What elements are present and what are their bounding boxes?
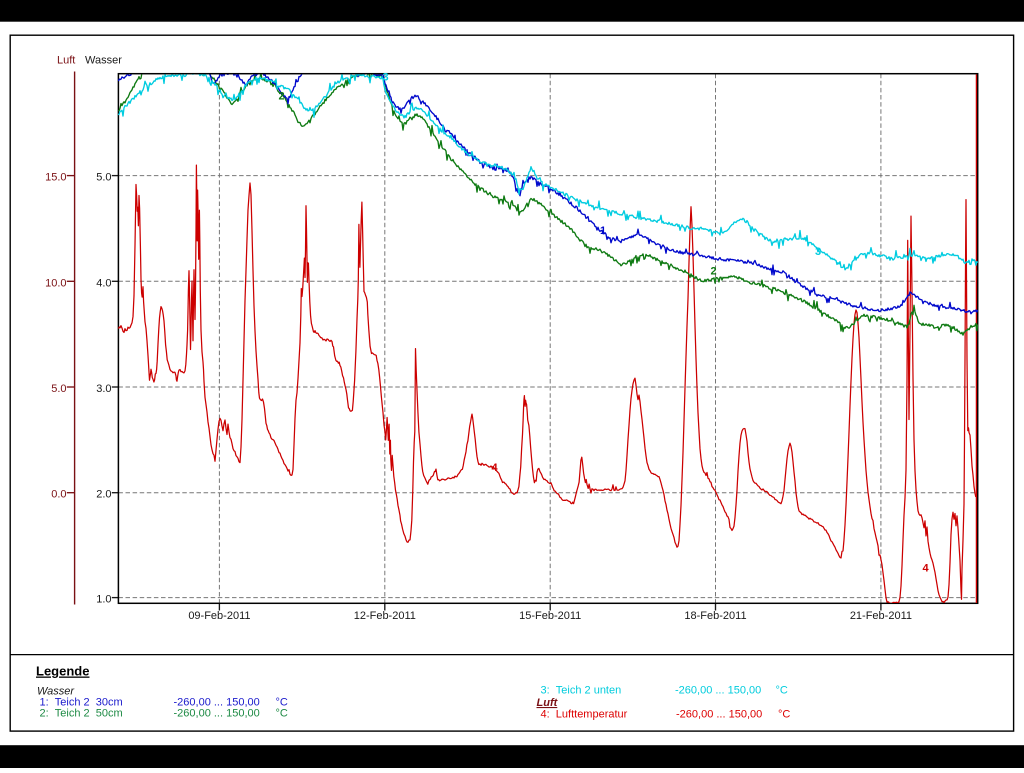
- svg-text:2.0: 2.0: [96, 489, 111, 501]
- svg-text:3: Teich 2 unten: 3: Teich 2 unten: [541, 685, 622, 697]
- svg-text:-260,00 ... 150,00: -260,00 ... 150,00: [675, 685, 761, 697]
- svg-text:4.0: 4.0: [96, 277, 111, 289]
- svg-text:°C: °C: [276, 697, 288, 709]
- svg-text:21-Feb-2011: 21-Feb-2011: [850, 610, 912, 622]
- svg-text:Wasser: Wasser: [37, 686, 75, 698]
- svg-text:10.0: 10.0: [45, 277, 66, 289]
- svg-text:15.0: 15.0: [45, 172, 66, 184]
- svg-text:°C: °C: [276, 708, 288, 720]
- svg-text:4: Lufttemperatur: 4: Lufttemperatur: [541, 709, 628, 721]
- svg-text:2: 2: [279, 91, 285, 103]
- svg-text:0.0: 0.0: [51, 489, 66, 501]
- svg-text:Luft: Luft: [57, 55, 75, 67]
- svg-text:1.0: 1.0: [96, 594, 111, 606]
- svg-text:°C: °C: [778, 709, 790, 721]
- svg-text:3.0: 3.0: [96, 383, 111, 395]
- svg-text:°C: °C: [776, 685, 788, 697]
- svg-text:12-Feb-2011: 12-Feb-2011: [354, 610, 416, 622]
- svg-text:15-Feb-2011: 15-Feb-2011: [519, 610, 581, 622]
- svg-text:4: 4: [923, 563, 930, 575]
- svg-text:Legende: Legende: [36, 664, 89, 679]
- svg-text:4: 4: [492, 462, 499, 474]
- svg-text:-260,00 ... 150,00: -260,00 ... 150,00: [174, 708, 260, 720]
- svg-text:5.0: 5.0: [51, 383, 66, 395]
- svg-text:-260,00 ... 150,00: -260,00 ... 150,00: [676, 709, 762, 721]
- svg-text:3: 3: [383, 72, 389, 84]
- svg-text:-260,00 ... 150,00: -260,00 ... 150,00: [174, 697, 260, 709]
- svg-text:5.0: 5.0: [96, 172, 111, 184]
- svg-text:1: 1: [600, 225, 606, 237]
- svg-text:Luft: Luft: [537, 697, 559, 709]
- svg-text:18-Feb-2011: 18-Feb-2011: [684, 610, 746, 622]
- svg-text:09-Feb-2011: 09-Feb-2011: [188, 610, 250, 622]
- svg-text:2: Teich 2 50cm: 2: Teich 2 50cm: [40, 708, 123, 720]
- svg-text:1: Teich 2 30cm: 1: Teich 2 30cm: [40, 697, 123, 709]
- svg-text:2: 2: [711, 266, 717, 278]
- svg-text:Wasser: Wasser: [85, 55, 122, 67]
- svg-text:3: 3: [815, 246, 821, 258]
